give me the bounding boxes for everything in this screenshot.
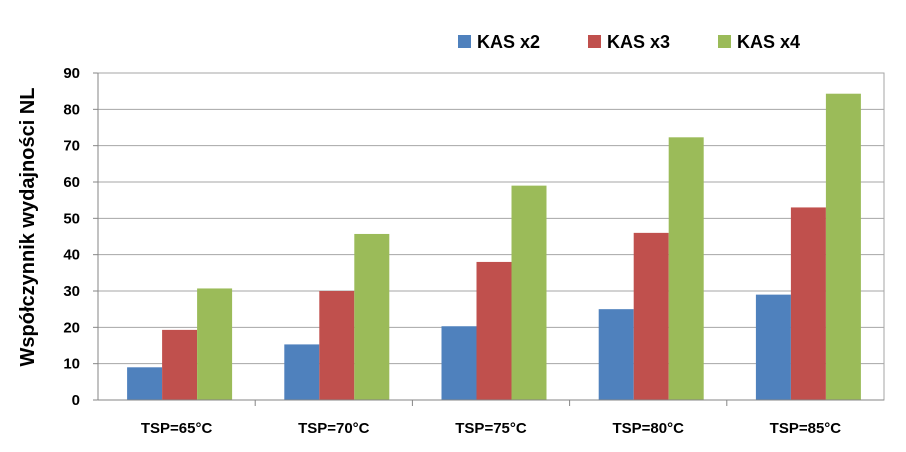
bar-kas-x3-2 bbox=[319, 291, 355, 400]
bar-kas-x3-5 bbox=[790, 207, 826, 400]
y-tick-label: 60 bbox=[63, 174, 80, 191]
bars bbox=[127, 93, 861, 401]
y-tick-label: 30 bbox=[63, 283, 80, 300]
bar-kas-x4-5 bbox=[825, 93, 861, 401]
legend-label: KAS x2 bbox=[477, 32, 540, 52]
x-tick-label: TSP=80°C bbox=[612, 420, 684, 437]
y-tick-label: 80 bbox=[63, 101, 80, 118]
y-axis-label: Współczynnik wydajności NL bbox=[17, 88, 39, 367]
y-tick-label: 20 bbox=[63, 319, 80, 336]
x-tick-label: TSP=70°C bbox=[298, 420, 370, 437]
bar-kas-x2-3 bbox=[441, 326, 477, 400]
bar-kas-x4-4 bbox=[668, 137, 704, 400]
bar-kas-x2-1 bbox=[127, 367, 163, 400]
legend-swatch bbox=[458, 35, 471, 48]
y-tick-label: 10 bbox=[63, 356, 80, 373]
y-tick-label: 70 bbox=[63, 138, 80, 155]
y-tick-label: 40 bbox=[63, 247, 80, 264]
bar-kas-x3-1 bbox=[162, 329, 198, 400]
legend-swatch bbox=[588, 35, 601, 48]
bar-kas-x3-3 bbox=[476, 261, 512, 400]
axes bbox=[93, 72, 885, 406]
legend-label: KAS x4 bbox=[737, 32, 800, 52]
legend-swatch bbox=[718, 35, 731, 48]
legend: KAS x2 KAS x3 KAS x4 bbox=[458, 32, 800, 52]
x-tick-label: TSP=65°C bbox=[141, 420, 213, 437]
bar-kas-x4-2 bbox=[354, 233, 390, 400]
legend-label: KAS x3 bbox=[607, 32, 670, 52]
bar-kas-x2-4 bbox=[598, 309, 634, 400]
y-tick-label: 0 bbox=[72, 392, 80, 409]
bar-kas-x2-2 bbox=[284, 344, 320, 400]
y-tick-labels: 0 10 20 30 40 50 60 70 80 90 bbox=[63, 65, 80, 409]
bar-kas-x4-1 bbox=[197, 288, 233, 400]
x-tick-label: TSP=75°C bbox=[455, 420, 527, 437]
y-tick-label: 50 bbox=[63, 210, 80, 227]
x-tick-labels: TSP=65°C TSP=70°C TSP=75°C TSP=80°C TSP=85°C bbox=[141, 420, 841, 437]
bar-kas-x2-5 bbox=[755, 294, 791, 400]
bar-kas-x4-3 bbox=[511, 185, 547, 400]
x-tick-label: TSP=85°C bbox=[770, 420, 842, 437]
y-tick-label: 90 bbox=[63, 65, 80, 82]
bar-kas-x3-4 bbox=[633, 232, 669, 400]
